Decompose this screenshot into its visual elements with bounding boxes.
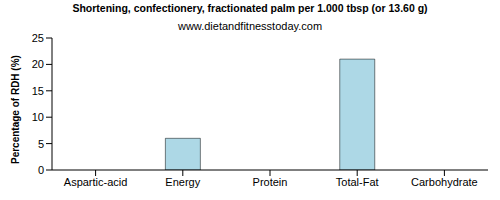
svg-text:20: 20 bbox=[32, 58, 44, 70]
svg-text:5: 5 bbox=[38, 138, 44, 150]
html-text:www.dietandfitnesstoday.com: www.dietandfitnesstoday.com bbox=[178, 20, 322, 32]
html-text:Shortening, confectionery, fra: Shortening, confectionery, fractionated … bbox=[72, 2, 428, 14]
svg-text:Energy: Energy bbox=[165, 176, 200, 188]
svg-text:15: 15 bbox=[32, 85, 44, 97]
svg-text:Aspartic-acid: Aspartic-acid bbox=[64, 176, 128, 188]
svg-text:Protein: Protein bbox=[253, 176, 288, 188]
svg-text:0: 0 bbox=[38, 164, 44, 176]
svg-text:Carbohydrate: Carbohydrate bbox=[411, 176, 478, 188]
svg-text:10: 10 bbox=[32, 111, 44, 123]
svg-text:Percentage of RDH (%): Percentage of RDH (%) bbox=[10, 55, 21, 164]
svg-text:25: 25 bbox=[32, 32, 44, 44]
svg-text:Total-Fat: Total-Fat bbox=[336, 176, 379, 188]
